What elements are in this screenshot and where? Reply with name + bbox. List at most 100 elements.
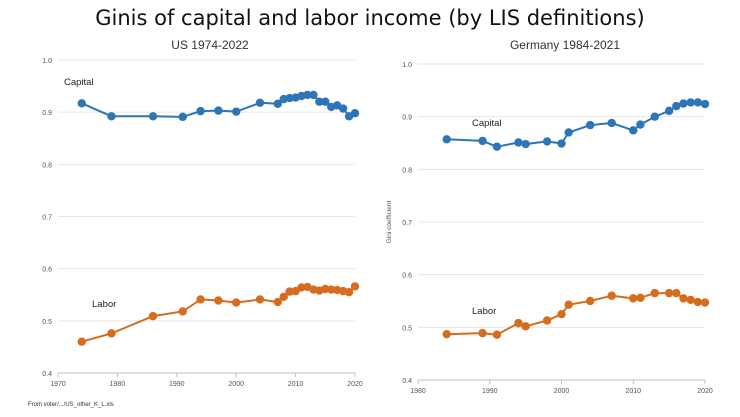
de-labor-point: [679, 294, 688, 303]
de-capital-point: [679, 99, 688, 108]
us-capital-annotation: Capital: [64, 77, 94, 88]
us-capital-point: [232, 107, 241, 116]
de-capital-point: [586, 120, 595, 130]
de-ytick-label: 0.9: [402, 115, 412, 122]
us-labor-point: [77, 337, 86, 346]
de-labor-point: [664, 288, 674, 298]
source-note: From voter/.../US_other_K_L.xls: [28, 402, 114, 408]
de-capital-point: [521, 139, 530, 149]
de-ytick-label: 0.5: [402, 325, 412, 332]
de-labor-point: [672, 288, 681, 298]
de-labor-point: [629, 294, 638, 303]
us-labor-point: [344, 287, 354, 297]
us-capital-point: [255, 98, 265, 107]
de-capital-point: [664, 106, 674, 116]
de-xtick-label: 2020: [697, 388, 713, 395]
us-ytick-label: 0.8: [42, 162, 52, 169]
de-capital-point: [607, 118, 616, 128]
de-capital-point: [492, 142, 502, 151]
us-labor-point: [232, 298, 241, 307]
de-labor-point: [478, 328, 487, 338]
de-labor-point: [586, 296, 595, 306]
de-labor-point: [650, 288, 659, 298]
us-xtick-label: 2010: [288, 381, 304, 388]
de-capital-point: [542, 137, 552, 146]
us-capital-point: [178, 112, 187, 122]
us-capital-point: [338, 104, 348, 113]
figure-title: Ginis of capital and labor income (by LI…: [95, 6, 645, 30]
us-labor-point: [279, 292, 288, 302]
us-labor-point: [148, 311, 158, 321]
us-labor-point: [107, 329, 116, 338]
de-xtick-label: 2000: [554, 388, 570, 395]
de-labor-point: [636, 293, 645, 303]
de-capital-point: [629, 126, 638, 135]
us-ytick-label: 0.5: [42, 319, 52, 326]
de-xtick-label: 1980: [410, 388, 426, 395]
us-capital-point: [214, 106, 223, 115]
de-labor-annotation: Labor: [472, 306, 496, 317]
de-capital-point: [636, 120, 645, 129]
de-ytick-label: 0.4: [402, 378, 412, 385]
de-ytick-label: 1.0: [402, 62, 412, 69]
de-labor-point: [542, 316, 552, 325]
us-capital-point: [196, 106, 205, 116]
de-y-axis-title: Gini coefficient: [386, 201, 393, 244]
germany-chart-title: Germany 1984-2021: [509, 38, 621, 52]
de-labor-point: [492, 330, 502, 339]
us-capital-point: [321, 97, 330, 106]
de-capital-point: [478, 136, 487, 146]
de-labor-point: [521, 322, 530, 331]
us-ytick-label: 0.9: [42, 110, 52, 117]
de-xtick-label: 2010: [625, 388, 641, 395]
us-xtick-label: 2000: [228, 381, 244, 388]
us-xtick-label: 2020: [347, 381, 363, 388]
de-labor-point: [564, 300, 573, 309]
de-labor-point: [442, 329, 451, 339]
us-chart-title: US 1974-2022: [171, 38, 249, 52]
de-ytick-label: 0.6: [402, 273, 412, 280]
de-ytick-label: 0.7: [402, 220, 412, 227]
us-xtick-label: 1970: [50, 381, 66, 388]
de-labor-point: [557, 309, 566, 319]
de-labor-point: [693, 297, 703, 307]
us-labor-point: [214, 296, 223, 305]
de-capital-point: [564, 128, 573, 137]
de-capital-point: [442, 135, 451, 144]
us-ytick-label: 0.6: [42, 267, 52, 274]
de-capital-point: [557, 139, 566, 148]
de-labor-point: [514, 318, 523, 328]
us-labor-point: [273, 297, 282, 307]
de-capital-point: [650, 112, 659, 121]
us-labor-annotation: Labor: [92, 299, 116, 310]
us-capital-point: [148, 112, 158, 121]
us-capital-point: [315, 97, 324, 106]
us-capital-point: [303, 90, 312, 100]
de-capital-point: [514, 138, 523, 147]
us-labor-point: [178, 307, 187, 316]
us-capital-point: [309, 90, 318, 100]
us-capital-point: [350, 109, 360, 118]
us-capital-point: [77, 99, 86, 108]
de-ytick-label: 0.8: [402, 167, 412, 174]
us-capital-point: [107, 112, 116, 121]
de-labor-point: [686, 295, 695, 305]
de-capital-point: [686, 98, 695, 107]
de-capital-point: [700, 99, 710, 109]
de-capital-annotation: Capital: [472, 118, 502, 129]
us-xtick-label: 1980: [110, 381, 126, 388]
de-xtick-label: 1990: [482, 388, 498, 395]
us-labor-line: [81, 285, 356, 343]
us-ytick-label: 1.0: [42, 58, 52, 65]
us-capital-point: [273, 99, 282, 109]
us-labor-point: [255, 295, 265, 304]
us-ytick-label: 0.7: [42, 215, 52, 222]
us-labor-point: [350, 282, 360, 291]
de-labor-point: [700, 298, 710, 307]
de-capital-point: [672, 101, 681, 111]
us-xtick-label: 1990: [169, 381, 185, 388]
de-labor-point: [607, 291, 616, 300]
us-ytick-label: 0.4: [42, 371, 52, 378]
de-capital-point: [693, 98, 703, 107]
